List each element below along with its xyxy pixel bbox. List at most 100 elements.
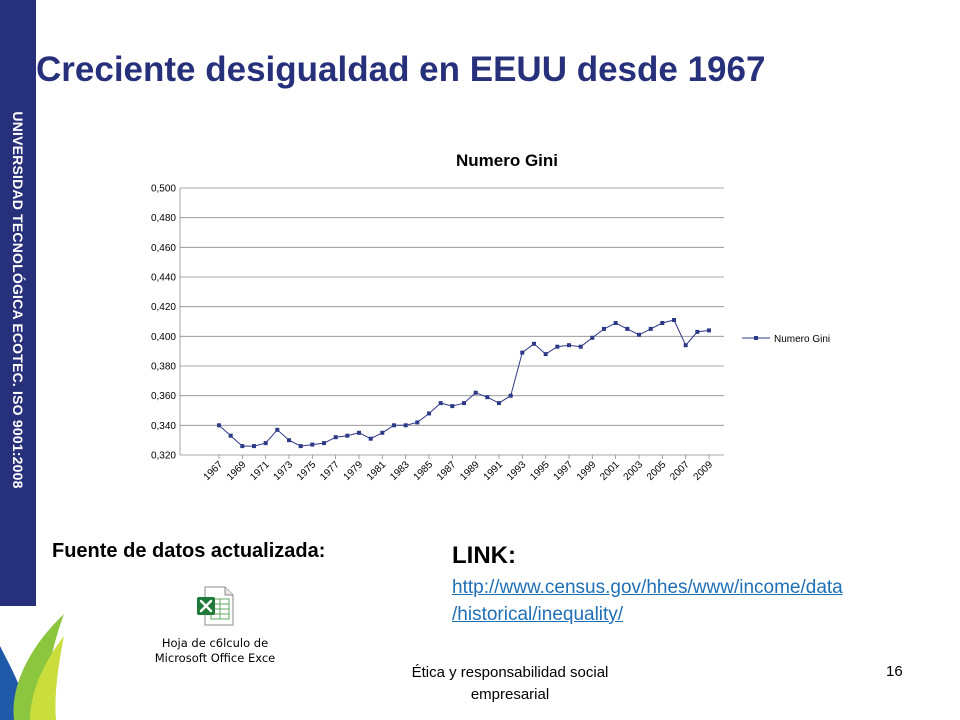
source-label: Fuente de datos actualizada: [52, 540, 326, 562]
data-point [707, 328, 711, 333]
y-tick-label: 0,420 [151, 302, 176, 313]
x-tick-label: 2007 [668, 459, 692, 483]
data-point [403, 423, 408, 428]
data-point [392, 423, 396, 428]
x-tick-label: 2009 [692, 459, 716, 483]
y-tick-label: 0,460 [151, 243, 176, 254]
excel-label-line2: Microsoft Office Exce [154, 651, 276, 665]
slide-title: Creciente desigualdad en EEUU desde 1967 [36, 50, 766, 89]
series-numero-gini [217, 318, 711, 449]
y-axis-ticks: 0,320 0,340 0,360 0,380 0,400 0,420 0,440 0,460… [151, 184, 176, 462]
footer-line1: Ética y responsabilidad social [411, 664, 609, 681]
x-tick-label: 1969 [225, 459, 249, 483]
excel-label-line1: Hoja de c6lculo de [161, 636, 269, 650]
data-point [567, 343, 571, 348]
data-point [357, 430, 361, 435]
gini-line-chart: Numero Gini 0,320 0,340 0,360 0,380 0,400 0,4… [151, 151, 830, 483]
legend-marker [754, 336, 758, 340]
link-url-line2: /historical/inequality/ [452, 604, 624, 625]
sidebar-band: UNIVERSIDAD TECNOLÓGICA ECOTEC. ISO 9001… [0, 0, 36, 606]
data-point [520, 350, 525, 355]
x-tick-label: 2001 [598, 459, 622, 483]
x-tick-label: 1977 [318, 459, 342, 483]
series-line [218, 319, 710, 447]
data-point [555, 344, 560, 349]
data-point [415, 420, 420, 425]
data-point [637, 332, 641, 337]
y-tick-label: 0,360 [151, 391, 176, 402]
y-tick-label: 0,400 [151, 332, 176, 343]
data-point [590, 335, 595, 340]
ecotec-logo-icon [0, 614, 64, 720]
footer-course-title: Ética y responsabilidad social empresari… [390, 662, 630, 706]
data-point [543, 352, 548, 357]
x-tick-label: 1997 [552, 459, 576, 483]
gridlines [179, 187, 724, 456]
x-tick-label: 1987 [435, 459, 459, 483]
data-point [613, 321, 618, 325]
x-tick-label: 1983 [388, 459, 412, 483]
data-point [602, 326, 606, 331]
excel-attachment[interactable]: Hoja de c6lculo de Microsoft Office Exce [140, 585, 290, 666]
legend: Numero Gini [742, 334, 830, 345]
data-point [497, 401, 501, 406]
data-point [298, 444, 303, 449]
chart-title: Numero Gini [456, 151, 558, 170]
y-tick-label: 0,380 [151, 362, 176, 373]
x-tick-label: 1979 [342, 459, 366, 483]
y-tick-label: 0,440 [151, 273, 176, 284]
x-tick-label: 1989 [458, 459, 482, 483]
data-point [672, 318, 676, 322]
legend-label: Numero Gini [774, 334, 830, 345]
x-tick-label: 1999 [575, 459, 599, 483]
link-url-line1: http://www.census.gov/hhes/www/income/da… [452, 577, 843, 598]
data-point [380, 430, 385, 435]
data-point [695, 329, 700, 334]
data-point [333, 435, 338, 440]
data-point [485, 395, 490, 400]
y-tick-label: 0,500 [151, 184, 176, 195]
data-point [438, 401, 443, 406]
data-point [217, 423, 221, 428]
data-point [578, 344, 583, 349]
data-point [240, 444, 245, 449]
footer-line2: empresarial [470, 686, 550, 703]
data-point [252, 444, 256, 449]
excel-file-icon [197, 586, 234, 626]
x-tick-label: 2005 [645, 459, 669, 483]
x-axis-ticks: 1967 1969 1971 1973 1975 1977 1979 1981 1983 1985… [202, 455, 716, 483]
x-tick-label: 2003 [622, 459, 646, 483]
y-tick-label: 0,340 [151, 421, 176, 432]
data-point [427, 411, 431, 416]
census-data-link[interactable]: http://www.census.gov/hhes/www/income/da… [452, 574, 952, 628]
data-point [345, 433, 350, 438]
x-tick-label: 1973 [272, 459, 296, 483]
x-tick-label: 1993 [505, 459, 529, 483]
data-point [625, 326, 630, 331]
data-point [322, 441, 326, 446]
data-point [450, 404, 455, 409]
data-point [532, 341, 536, 346]
university-name: UNIVERSIDAD TECNOLÓGICA ECOTEC. ISO 9001… [10, 111, 26, 489]
x-tick-label: 1975 [295, 459, 319, 483]
page-number: 16 [886, 663, 903, 680]
x-tick-label: 1985 [412, 459, 436, 483]
data-point [310, 442, 315, 447]
data-point [275, 427, 280, 432]
data-point [228, 433, 233, 438]
data-point [508, 393, 513, 398]
x-tick-label: 1981 [365, 459, 389, 483]
data-point [368, 436, 373, 441]
data-point [648, 326, 653, 331]
data-point [263, 441, 268, 446]
data-point [287, 438, 291, 443]
link-title: LINK: [452, 542, 516, 569]
x-tick-label: 1971 [248, 459, 272, 483]
data-point [462, 401, 466, 406]
data-point [660, 321, 665, 325]
data-point [683, 343, 688, 348]
data-point [473, 390, 478, 395]
y-tick-label: 0,320 [151, 451, 176, 462]
x-tick-label: 1967 [202, 459, 226, 483]
x-tick-label: 1991 [482, 459, 506, 483]
